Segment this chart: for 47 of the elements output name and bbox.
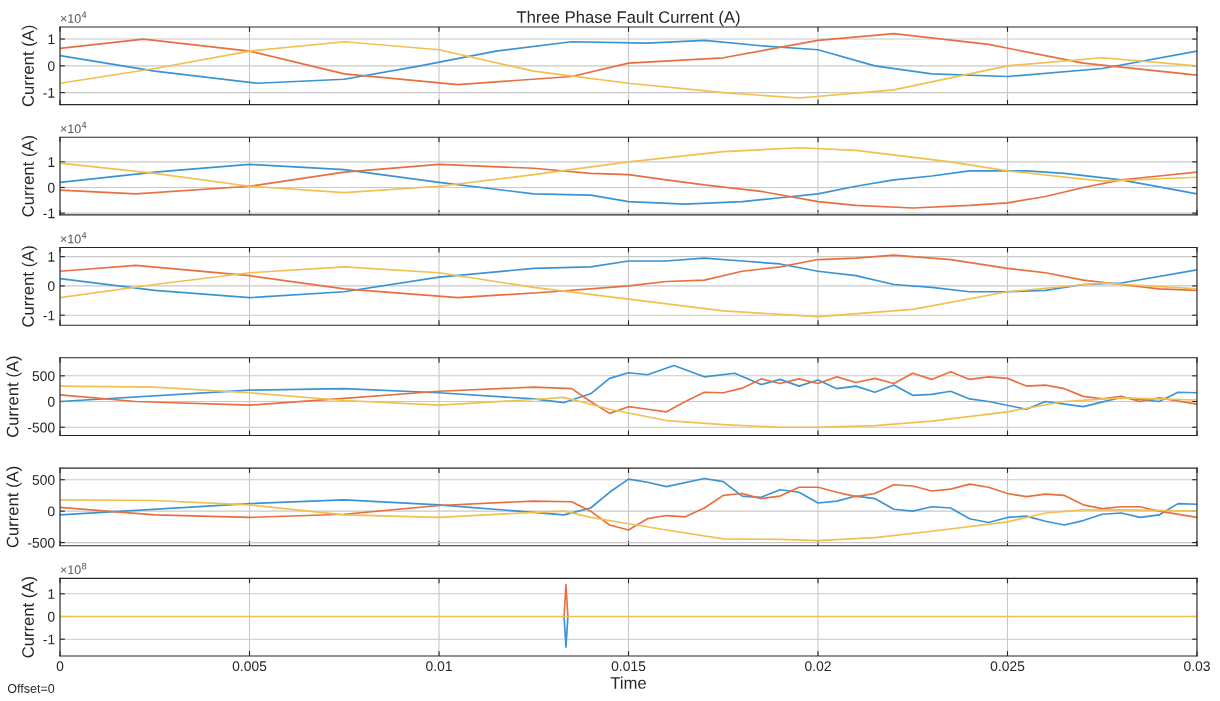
- text: Offset=0: [7, 683, 55, 693]
- y-tick-label: -1: [43, 634, 55, 645]
- y-axis-title: Current (A): [21, 576, 38, 658]
- x-axis-title: Time: [610, 676, 646, 689]
- text: ×10$^{4}$: [60, 121, 87, 134]
- y-tick-label: 0: [47, 182, 55, 193]
- text: ×10$^{4}$: [60, 11, 87, 23]
- x-tick-label: 0.015: [611, 661, 646, 672]
- y-tick-label: 1: [48, 34, 55, 45]
- y-tick-label: 0: [47, 506, 55, 517]
- y-tick-label: 0: [47, 396, 55, 407]
- y-tick-label: -1: [43, 208, 55, 219]
- x-tick-label: 0.01: [426, 661, 452, 672]
- y-axis-title: Current (A): [21, 135, 38, 217]
- line-series: [60, 385, 1197, 429]
- y-tick-label: -500: [27, 537, 55, 548]
- line-series: [60, 40, 1197, 99]
- text: ×10$^{8}$: [60, 562, 87, 575]
- line-series: [60, 364, 1197, 411]
- line-series: [60, 370, 1197, 415]
- y-axis-title: Current (A): [6, 356, 22, 437]
- y-tick-label: 0: [47, 61, 55, 71]
- chart-title: Three Phase Fault Current (A): [516, 10, 740, 27]
- line-series: [60, 266, 1197, 318]
- text: ×10$^{4}$: [60, 232, 87, 244]
- line-series: [60, 498, 1197, 542]
- y-tick-label: 1: [48, 252, 55, 262]
- line-series: [60, 483, 1197, 531]
- x-tick-label: 0.02: [805, 661, 831, 672]
- y-axis-title: Current (A): [21, 25, 38, 107]
- y-tick-label: -1: [43, 88, 55, 98]
- y-axis-title: Current (A): [21, 246, 38, 327]
- y-tick-label: 1: [48, 589, 55, 599]
- y-tick-label: -1: [43, 310, 55, 321]
- y-tick-label: 500: [32, 371, 55, 381]
- y-tick-label: 1: [48, 157, 55, 167]
- x-tick-label: 0: [56, 661, 64, 672]
- x-tick-label: 0.005: [232, 661, 267, 672]
- y-tick-label: -500: [27, 422, 55, 433]
- line-series: [60, 477, 1197, 526]
- line-series: [60, 146, 1197, 194]
- x-tick-label: 0.03: [1184, 661, 1210, 672]
- x-tick-label: 0.025: [990, 661, 1025, 672]
- y-axis-title: Current (A): [6, 466, 22, 548]
- y-tick-label: 0: [47, 281, 55, 292]
- y-tick-label: 0: [47, 611, 55, 622]
- y-tick-label: 500: [32, 475, 55, 485]
